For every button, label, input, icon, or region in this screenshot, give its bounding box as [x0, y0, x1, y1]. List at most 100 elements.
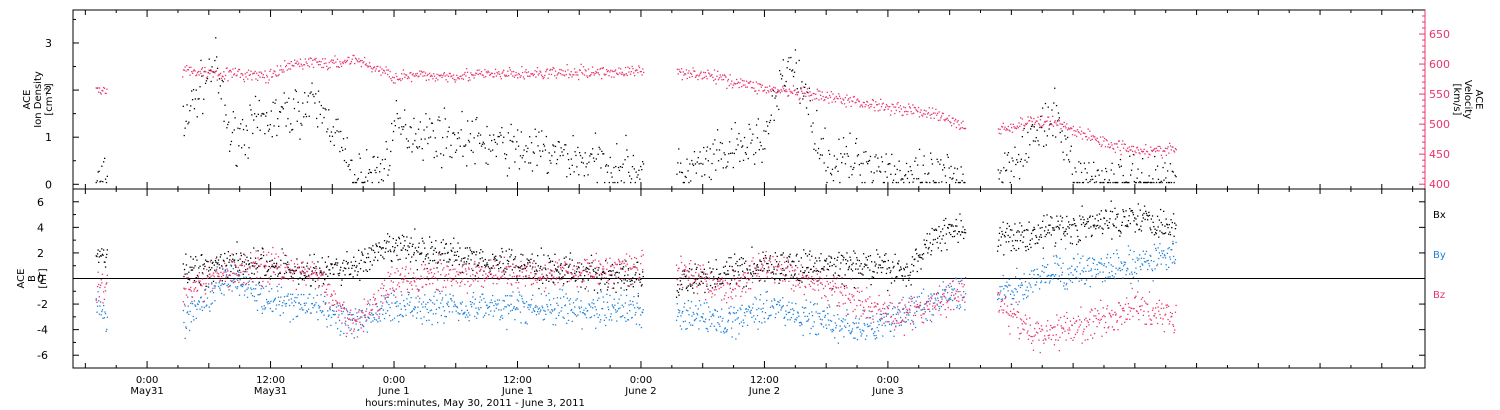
data-point: [372, 156, 374, 158]
data-point: [1172, 171, 1174, 173]
data-point: [184, 127, 186, 129]
data-point: [885, 272, 888, 275]
data-point: [955, 218, 957, 221]
data-point: [304, 304, 306, 306]
data-point: [999, 227, 1001, 229]
data-point: [482, 251, 484, 253]
data-point: [440, 254, 442, 256]
data-point: [547, 77, 549, 79]
data-point: [563, 317, 565, 319]
data-point: [295, 269, 297, 271]
data-point: [946, 154, 948, 156]
data-point: [1164, 232, 1167, 234]
data-point: [895, 313, 897, 315]
data-point: [478, 262, 480, 264]
data-point: [590, 306, 592, 308]
data-point: [600, 67, 602, 69]
data-point: [391, 122, 393, 125]
data-point: [619, 72, 621, 74]
data-point: [537, 311, 539, 313]
data-point: [1165, 177, 1167, 179]
data-point: [730, 128, 733, 130]
data-point: [527, 304, 530, 306]
data-point: [209, 269, 212, 271]
data-point: [410, 80, 413, 83]
data-point: [763, 268, 765, 270]
data-point: [501, 247, 503, 250]
data-point: [323, 314, 325, 316]
data-point: [1120, 232, 1122, 234]
data-point: [375, 68, 377, 70]
data-point: [1042, 107, 1044, 109]
data-point: [1007, 234, 1009, 237]
data-point: [716, 75, 718, 77]
data-point: [878, 166, 880, 168]
data-point: [445, 79, 447, 81]
data-point: [905, 285, 907, 287]
data-point: [1001, 125, 1003, 128]
data-point: [703, 302, 705, 304]
data-point: [1022, 129, 1024, 131]
data-point: [716, 268, 718, 270]
data-point: [258, 294, 260, 296]
data-point: [772, 307, 775, 309]
data-point: [1084, 223, 1086, 226]
data-point: [250, 292, 252, 295]
data-point: [812, 92, 814, 95]
data-point: [778, 90, 780, 92]
data-point: [736, 82, 739, 85]
data-point: [814, 257, 817, 259]
data-point: [940, 296, 942, 298]
data-point: [771, 300, 773, 302]
data-point: [354, 62, 356, 65]
data-point: [828, 324, 830, 326]
data-point: [749, 81, 751, 83]
data-point: [892, 267, 894, 269]
data-point: [898, 106, 900, 109]
data-point: [1009, 236, 1011, 238]
data-point: [629, 67, 631, 70]
data-point: [824, 316, 826, 318]
data-point: [202, 112, 204, 115]
data-point: [298, 302, 300, 304]
data-point: [248, 147, 250, 149]
data-point: [960, 122, 963, 124]
data-point: [1170, 149, 1172, 151]
data-point: [923, 109, 925, 111]
data-point: [1113, 143, 1116, 145]
data-point: [725, 331, 727, 333]
data-point: [459, 302, 462, 304]
data-point: [408, 253, 410, 256]
data-point: [554, 324, 557, 326]
data-point: [501, 314, 503, 317]
data-point: [1014, 146, 1016, 148]
data-point: [796, 317, 798, 319]
data-point: [1003, 167, 1005, 169]
data-point: [819, 154, 822, 156]
data-point: [711, 314, 714, 316]
data-point: [493, 310, 496, 312]
data-point: [408, 294, 410, 296]
data-point: [595, 309, 597, 311]
data-point: [675, 296, 678, 298]
data-point: [237, 286, 239, 288]
data-point: [955, 181, 957, 184]
data-point: [397, 259, 399, 261]
data-point: [340, 65, 343, 67]
data-point: [315, 302, 317, 304]
data-point: [317, 261, 319, 263]
data-point: [1008, 161, 1010, 163]
data-point: [815, 149, 817, 152]
data-point: [510, 73, 512, 75]
data-point: [1099, 181, 1101, 184]
data-point: [317, 61, 319, 63]
data-point: [421, 71, 423, 73]
data-point: [1125, 210, 1127, 212]
data-point: [458, 78, 460, 80]
data-point: [899, 269, 901, 271]
data-point: [409, 242, 411, 244]
data-point: [400, 242, 402, 244]
data-point: [714, 283, 716, 285]
data-point: [454, 305, 457, 307]
data-point: [314, 59, 316, 61]
